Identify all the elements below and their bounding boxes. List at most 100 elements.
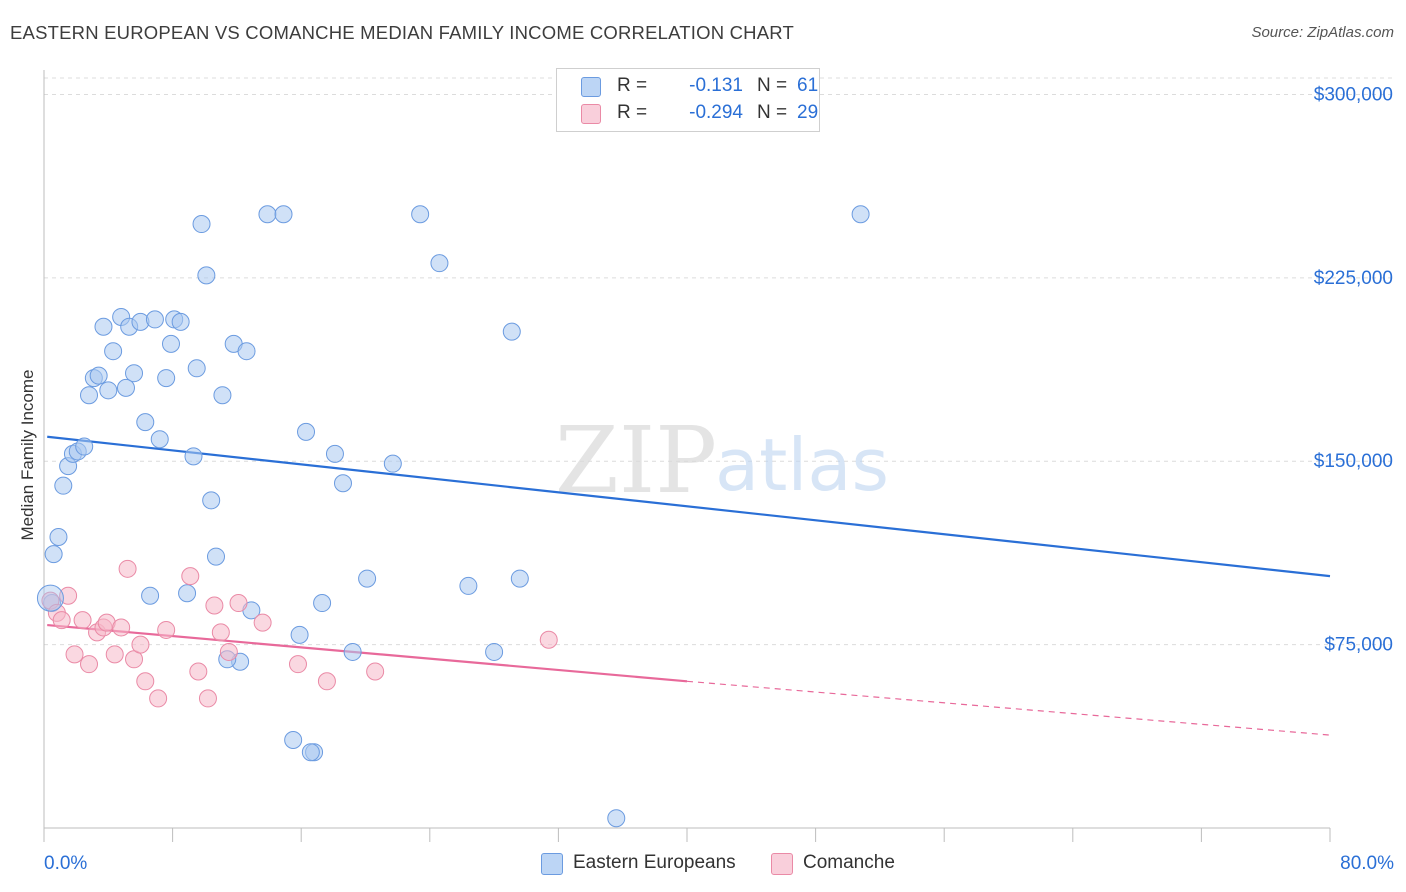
watermark-atlas: atlas [715, 423, 889, 507]
legend-swatch-blue [581, 77, 601, 97]
data-point-eastern-europeans [343, 642, 362, 661]
chart-title: EASTERN EUROPEAN VS COMANCHE MEDIAN FAMI… [10, 22, 795, 43]
data-point-comanche [219, 642, 238, 661]
trend-layer [47, 435, 1331, 736]
y-tick-label: $225,000 [1314, 268, 1393, 289]
data-point-eastern-europeans [333, 474, 352, 493]
data-point-eastern-europeans [171, 312, 190, 331]
data-point-comanche [205, 596, 224, 615]
data-point-comanche [211, 623, 230, 642]
x-tick-label-min: 0.0% [44, 853, 87, 874]
trendline-comanche [47, 623, 688, 683]
data-point-eastern-europeans [213, 386, 232, 405]
legend-label: Comanche [803, 852, 895, 873]
data-point-eastern-europeans [383, 454, 402, 473]
data-point-eastern-europeans [54, 476, 73, 495]
data-point-comanche [80, 655, 99, 674]
trendline-eastern-europeans [47, 435, 1331, 578]
data-point-comanche [288, 655, 307, 674]
data-point-eastern-europeans [607, 809, 626, 828]
data-point-comanche [59, 586, 78, 605]
data-point-eastern-europeans [187, 359, 206, 378]
data-point-eastern-europeans [290, 625, 309, 644]
data-point-eastern-europeans [49, 528, 68, 547]
legend-r-value: -0.131 [689, 75, 743, 96]
legend-n-label: N = [757, 102, 788, 123]
data-point-eastern-europeans [284, 730, 303, 749]
data-point-eastern-europeans [99, 381, 118, 400]
data-point-eastern-europeans [116, 378, 135, 397]
grid-layer [44, 77, 1392, 646]
data-point-eastern-europeans [202, 491, 221, 510]
data-point-eastern-europeans [258, 205, 277, 224]
data-point-eastern-europeans [411, 205, 430, 224]
data-point-eastern-europeans [274, 205, 293, 224]
data-point-eastern-europeans [150, 430, 169, 449]
x-tick-label-max: 80.0% [1340, 853, 1394, 874]
data-point-eastern-europeans [80, 386, 99, 405]
data-point-eastern-europeans [161, 334, 180, 353]
legend-r-label: R = [617, 102, 648, 123]
data-point-eastern-europeans [197, 266, 216, 285]
legend-r-label: R = [617, 75, 648, 96]
legend-swatch-blue [541, 853, 563, 875]
data-point-eastern-europeans [301, 743, 320, 762]
trendline-comanche-extension [686, 680, 1331, 736]
stats-legend: R = -0.131 N = 61 R = -0.294 N = 29 [556, 68, 820, 132]
data-point-comanche [189, 662, 208, 681]
y-tick-label: $75,000 [1324, 635, 1393, 656]
data-point-eastern-europeans [297, 422, 316, 441]
data-point-comanche [136, 672, 155, 691]
legend-n-label: N = [757, 75, 788, 96]
data-point-comanche [118, 559, 137, 578]
data-point-comanche [52, 611, 71, 630]
data-point-eastern-europeans [358, 569, 377, 588]
legend-swatch-pink [581, 104, 601, 124]
data-point-comanche [112, 618, 131, 637]
data-point-eastern-europeans [75, 437, 94, 456]
data-point-eastern-europeans [104, 342, 123, 361]
data-point-comanche [65, 645, 84, 664]
data-point-comanche [253, 613, 272, 632]
data-point-eastern-europeans [125, 364, 144, 383]
legend-n-value: 61 [797, 75, 819, 96]
data-point-eastern-europeans [459, 576, 478, 595]
data-point-eastern-europeans [178, 584, 197, 603]
data-point-comanche [317, 672, 336, 691]
data-point-eastern-europeans [157, 369, 176, 388]
watermark-zip: ZIP [555, 407, 717, 514]
data-point-eastern-europeans [502, 322, 521, 341]
data-point-eastern-europeans [141, 586, 160, 605]
source-label: Source: ZipAtlas.com [1251, 24, 1394, 41]
data-point-eastern-europeans [44, 545, 63, 564]
data-point-eastern-europeans [325, 444, 344, 463]
data-point-comanche [539, 630, 558, 649]
data-point-eastern-europeans [851, 205, 870, 224]
data-point-comanche [149, 689, 168, 708]
data-point-eastern-europeans [136, 413, 155, 432]
data-point-eastern-europeans [485, 642, 504, 661]
data-point-eastern-europeans [36, 584, 64, 612]
legend-label: Eastern Europeans [573, 852, 736, 873]
data-point-comanche [105, 645, 124, 664]
axis-layer [43, 70, 1331, 842]
legend-r-value: -0.294 [689, 102, 743, 123]
data-point-eastern-europeans [510, 569, 529, 588]
data-point-eastern-europeans [94, 317, 113, 336]
data-point-eastern-europeans [430, 254, 449, 273]
data-point-comanche [198, 689, 217, 708]
label-layer: $75,000 $150,000 $225,000 $300,000 0.0% 80.0% [44, 84, 1394, 874]
data-point-eastern-europeans [145, 310, 164, 329]
y-tick-label: $150,000 [1314, 451, 1393, 472]
y-tick-label: $300,000 [1314, 84, 1393, 105]
data-point-eastern-europeans [192, 215, 211, 234]
data-point-eastern-europeans [237, 342, 256, 361]
legend-n-value: 29 [797, 102, 819, 123]
data-point-comanche [131, 635, 150, 654]
data-point-eastern-europeans [89, 366, 108, 385]
data-point-eastern-europeans [313, 594, 332, 613]
data-point-comanche [229, 594, 248, 613]
legend-swatch-pink [771, 853, 793, 875]
data-point-comanche [73, 611, 92, 630]
